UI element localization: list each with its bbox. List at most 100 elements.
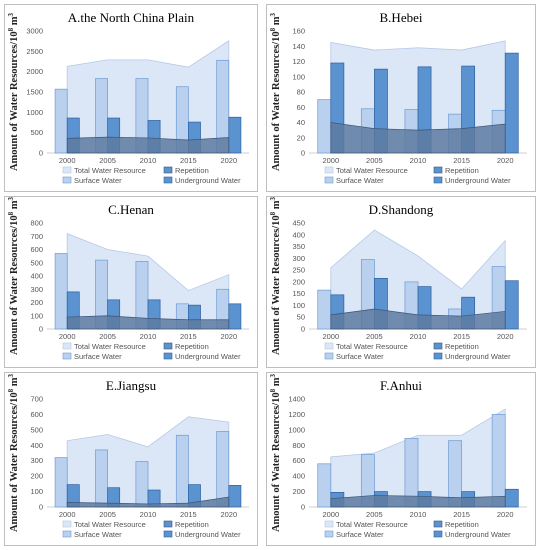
surface-water-bar — [175, 434, 189, 508]
x-tick-label: 2005 — [366, 510, 383, 519]
y-tick-label: 200 — [292, 277, 305, 286]
y-axis-label: Amount of Water Resources/108 m3 — [269, 197, 282, 355]
y-tick-label: 300 — [30, 285, 43, 294]
legend-swatch — [163, 342, 173, 350]
legend-label: Repetition — [175, 520, 209, 529]
x-tick-label: 2015 — [180, 510, 197, 519]
x-tick-label: 2005 — [99, 510, 116, 519]
x-tick-label: 2010 — [410, 510, 427, 519]
y-tick-label: 400 — [30, 441, 43, 450]
chart-svg: C.Henan Amount of Water Resources/108 m3 0… — [7, 197, 249, 361]
legend-label: Surface Water — [336, 530, 384, 539]
surface-water-bar — [135, 461, 149, 508]
surface-water-bar — [95, 449, 108, 508]
y-tick-label: 200 — [30, 298, 43, 307]
legend-label: Repetition — [175, 166, 209, 175]
legend-label: Underground Water — [175, 176, 241, 185]
surface-water-bar — [54, 457, 68, 508]
repetition-area — [66, 315, 230, 330]
legend-label: Surface Water — [74, 176, 122, 185]
underground-water-bar — [228, 303, 242, 330]
y-tick-label: 50 — [297, 313, 305, 322]
legend-swatch — [433, 166, 443, 174]
legend-swatch — [433, 342, 443, 350]
chart-panel: A.the North China Plain Amount of Water R… — [4, 4, 258, 192]
legend-swatch — [163, 166, 173, 174]
y-tick-label: 100 — [30, 487, 43, 496]
legend-swatch — [324, 342, 334, 350]
legend-swatch — [62, 352, 72, 360]
y-tick-label: 140 — [292, 42, 305, 51]
chart-title: B.Hebei — [380, 10, 423, 25]
y-tick-label: 100 — [30, 311, 43, 320]
y-tick-label: 400 — [30, 272, 43, 281]
chart-svg: A.the North China Plain Amount of Water R… — [7, 10, 249, 185]
y-tick-label: 400 — [292, 472, 305, 481]
y-tick-label: 80 — [297, 88, 305, 97]
y-tick-label: 700 — [30, 395, 43, 404]
y-tick-label: 800 — [292, 441, 305, 450]
y-tick-label: 2000 — [26, 67, 43, 76]
y-tick-label: 1500 — [26, 88, 43, 97]
y-tick-label: 100 — [292, 301, 305, 310]
surface-water-bar — [491, 414, 506, 508]
legend-label: Underground Water — [175, 352, 241, 361]
legend-swatch — [62, 166, 72, 174]
x-tick-label: 2020 — [220, 332, 237, 341]
x-tick-label: 2000 — [322, 332, 339, 341]
legend-label: Underground Water — [445, 530, 511, 539]
x-tick-label: 2020 — [220, 156, 237, 165]
x-tick-label: 2005 — [366, 332, 383, 341]
repetition-area — [66, 496, 230, 508]
y-tick-label: 600 — [292, 456, 305, 465]
surface-water-bar — [317, 99, 332, 154]
underground-water-bar — [504, 280, 519, 330]
y-tick-label: 0 — [301, 325, 305, 334]
chart-panel: F.Anhui Amount of Water Resources/108 m3 0… — [266, 372, 536, 546]
surface-water-bar — [317, 463, 332, 508]
y-tick-label: 400 — [292, 230, 305, 239]
x-tick-label: 2020 — [497, 332, 514, 341]
y-tick-label: 600 — [30, 410, 43, 419]
chart-title: A.the North China Plain — [68, 10, 195, 25]
legend-label: Repetition — [445, 520, 479, 529]
x-tick-label: 2015 — [180, 332, 197, 341]
y-axis-label: Amount of Water Resources/108 m3 — [269, 12, 282, 171]
chart-panel: E.Jiangsu Amount of Water Resources/108 m… — [4, 372, 258, 546]
chart-title: F.Anhui — [380, 378, 422, 393]
x-tick-label: 2000 — [59, 510, 76, 519]
chart-title: D.Shandong — [369, 202, 434, 217]
y-tick-label: 120 — [292, 57, 305, 66]
x-tick-label: 2000 — [59, 156, 76, 165]
chart-panel: C.Henan Amount of Water Resources/108 m3 0… — [4, 196, 258, 368]
y-tick-label: 250 — [292, 266, 305, 275]
y-tick-label: 0 — [301, 503, 305, 512]
legend-swatch — [324, 352, 334, 360]
legend-label: Total Water Resource — [74, 342, 146, 351]
y-axis-label: Amount of Water Resources/108 m3 — [7, 373, 20, 532]
y-tick-label: 300 — [292, 254, 305, 263]
y-tick-label: 700 — [30, 232, 43, 241]
y-tick-label: 0 — [39, 503, 43, 512]
chart-svg: E.Jiangsu Amount of Water Resources/108 m… — [7, 373, 249, 539]
y-tick-label: 1200 — [288, 410, 305, 419]
y-tick-label: 60 — [297, 103, 305, 112]
y-tick-label: 800 — [30, 219, 43, 228]
legend-swatch — [324, 520, 334, 528]
repetition-area — [330, 495, 506, 508]
x-tick-label: 2015 — [453, 332, 470, 341]
legend-label: Underground Water — [175, 530, 241, 539]
legend-label: Repetition — [175, 342, 209, 351]
repetition-area — [330, 308, 506, 330]
legend-swatch — [62, 342, 72, 350]
legend-swatch — [62, 176, 72, 184]
legend-swatch — [163, 352, 173, 360]
x-tick-label: 2015 — [453, 510, 470, 519]
legend-label: Surface Water — [336, 352, 384, 361]
chart-svg: B.Hebei Amount of Water Resources/108 m3 0… — [269, 10, 527, 185]
x-tick-label: 2010 — [140, 510, 157, 519]
legend-swatch — [324, 176, 334, 184]
y-tick-label: 200 — [30, 472, 43, 481]
y-tick-label: 150 — [292, 289, 305, 298]
